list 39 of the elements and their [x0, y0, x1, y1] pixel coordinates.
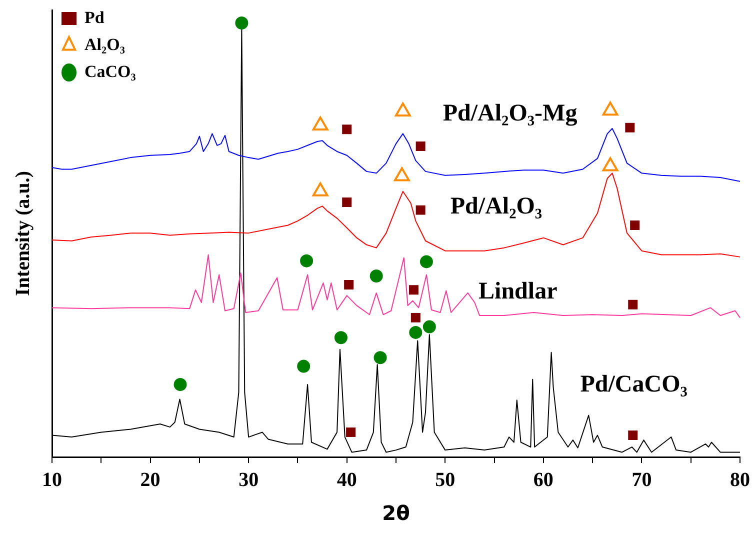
point: [630, 220, 640, 230]
point: [344, 280, 354, 290]
series-label: Pd/Al₂O₃-Mg: [442, 100, 578, 126]
x-tick-label: 40: [336, 469, 357, 492]
x-axis-title: 2θ: [382, 501, 410, 526]
legend-label: Pd: [84, 8, 105, 27]
legend-label: Al₂O₃: [84, 34, 125, 54]
x-tick-label: 70: [632, 469, 652, 492]
x-tick-label: 20: [140, 469, 160, 492]
point: [628, 430, 638, 440]
point: [628, 300, 638, 310]
point: [334, 331, 348, 344]
point: [370, 270, 383, 283]
point: [410, 312, 420, 322]
point: [416, 205, 426, 215]
point: [297, 360, 310, 373]
y-axis-title: Intensity (a.u.): [12, 170, 34, 296]
point: [422, 320, 436, 334]
x-tick-label: 80: [730, 469, 750, 492]
legend-label: CaCO₃: [84, 62, 136, 81]
series-label: Pd/CaCO₃: [580, 372, 688, 398]
point: [416, 142, 426, 152]
point: [625, 122, 635, 132]
series-label: Pd/Al₂O₃: [450, 194, 542, 220]
point: [374, 351, 387, 364]
point: [408, 285, 418, 295]
x-tick-label: 50: [435, 469, 456, 492]
point: [174, 378, 187, 392]
point: [420, 255, 433, 268]
x-tick-label: 30: [238, 469, 259, 492]
x-tick-label: 10: [42, 469, 62, 492]
x-tick-label: 60: [533, 469, 554, 492]
series-label: Lindlar: [478, 278, 558, 304]
point: [342, 124, 352, 134]
point: [235, 16, 248, 30]
point: [300, 254, 314, 268]
point: [409, 326, 422, 339]
point: [342, 198, 352, 207]
point: [346, 428, 356, 438]
